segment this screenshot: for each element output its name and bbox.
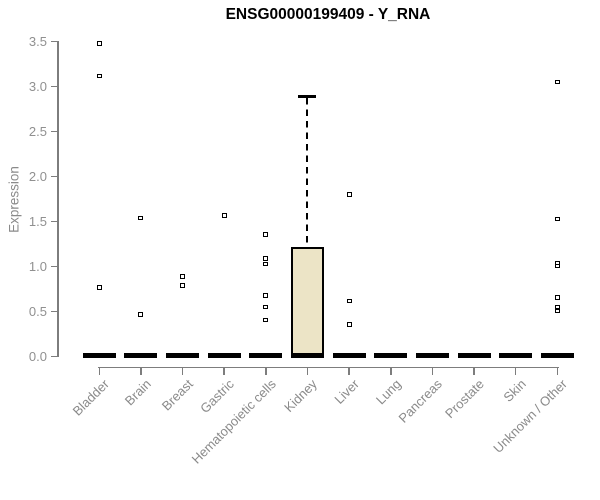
- y-tick-label: 2.0: [28, 168, 47, 184]
- outlier-point: [263, 293, 269, 298]
- outlier-point: [96, 73, 102, 79]
- x-axis-line: [98, 366, 559, 368]
- y-tick-label: 3.0: [28, 78, 47, 94]
- y-tick-label: 3.5: [28, 33, 47, 49]
- outlier-point: [346, 192, 352, 197]
- x-tick: [306, 366, 309, 375]
- y-tick: [50, 85, 58, 88]
- outlier-point: [554, 263, 560, 269]
- y-tick: [50, 130, 58, 133]
- outlier-point: [263, 261, 269, 267]
- outlier-point: [263, 256, 269, 261]
- x-tick: [514, 366, 517, 375]
- outlier-point: [554, 216, 560, 222]
- y-tick-label: 0.0: [28, 348, 47, 364]
- outlier-point: [554, 79, 560, 85]
- x-tick: [140, 366, 142, 375]
- median-bar: [207, 353, 241, 358]
- outlier-point: [180, 283, 186, 288]
- chart-title: ENSG00000199409 - Y_RNA: [225, 6, 431, 23]
- median-bar: [415, 353, 449, 358]
- x-tick: [348, 366, 350, 375]
- median-bar: [249, 353, 283, 358]
- outlier-point: [138, 215, 144, 221]
- x-tick: [556, 366, 559, 375]
- box: [290, 246, 324, 358]
- outlier-point: [96, 41, 102, 46]
- outlier-point: [96, 285, 102, 290]
- median-bar: [499, 353, 533, 358]
- median-bar: [82, 353, 116, 358]
- y-tick-label: 1.5: [28, 213, 47, 229]
- y-tick: [50, 355, 58, 358]
- outlier-point: [263, 317, 269, 323]
- y-tick-label: 1.0: [28, 258, 47, 274]
- y-axis-label: Expression: [6, 166, 22, 233]
- x-tick: [265, 366, 267, 375]
- y-tick: [50, 220, 58, 223]
- median-bar: [332, 353, 366, 358]
- y-tick-label: 2.5: [28, 123, 47, 139]
- y-tick: [50, 175, 58, 178]
- whisker-upper: [306, 98, 309, 247]
- outlier-point: [180, 274, 186, 279]
- outlier-point: [554, 308, 560, 314]
- outlier-point: [263, 232, 269, 237]
- median-bar: [374, 353, 408, 358]
- x-tick: [223, 366, 225, 375]
- y-tick: [50, 40, 58, 43]
- median-bar: [166, 353, 200, 358]
- x-tick: [431, 366, 434, 375]
- outlier-point: [346, 298, 352, 304]
- outlier-point: [346, 322, 352, 327]
- outlier-point: [138, 312, 144, 317]
- median-bar: [540, 353, 574, 358]
- outlier-point: [554, 295, 560, 300]
- x-tick: [473, 366, 475, 375]
- median-bar: [457, 353, 491, 358]
- y-tick-label: 0.5: [28, 303, 47, 319]
- y-tick: [50, 310, 58, 313]
- x-tick: [390, 366, 392, 375]
- y-axis-line: [57, 41, 59, 358]
- outlier-point: [263, 304, 269, 310]
- whisker-cap: [298, 95, 317, 99]
- x-tick: [181, 366, 184, 375]
- y-tick: [50, 265, 58, 268]
- x-tick-label: Unknown / Other: [490, 376, 571, 456]
- median-bar: [290, 353, 324, 358]
- x-tick: [98, 366, 101, 375]
- outlier-point: [221, 213, 227, 218]
- median-bar: [124, 353, 158, 358]
